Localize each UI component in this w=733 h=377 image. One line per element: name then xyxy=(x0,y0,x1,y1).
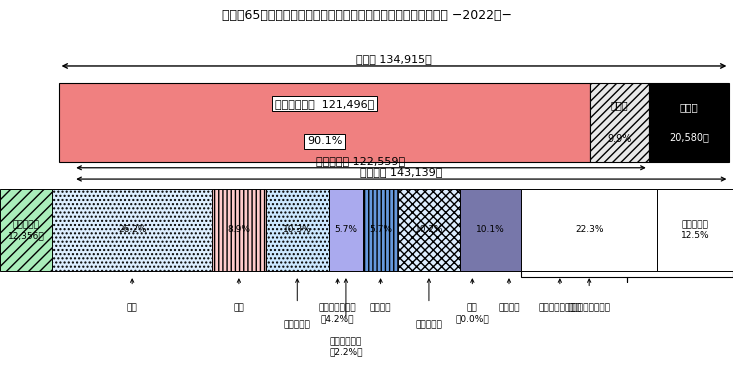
Text: 非消費支出
12,356円: 非消費支出 12,356円 xyxy=(8,220,45,240)
Text: 9.9%: 9.9% xyxy=(608,135,632,144)
Text: 実収入 134,915円: 実収入 134,915円 xyxy=(356,54,432,64)
Text: 家具・家事用品
（4.2%）: 家具・家事用品 （4.2%） xyxy=(319,303,356,323)
Text: その他: その他 xyxy=(611,101,628,110)
Bar xyxy=(212,188,266,271)
Text: その他の消費支出: その他の消費支出 xyxy=(538,303,581,313)
Text: 可処分所得 122,559円: 可処分所得 122,559円 xyxy=(317,156,405,166)
Bar xyxy=(53,188,212,271)
Text: 交通・通信: 交通・通信 xyxy=(416,320,443,329)
Text: 10.2%: 10.2% xyxy=(415,225,443,234)
Text: 食料: 食料 xyxy=(127,303,138,313)
Bar xyxy=(590,83,649,162)
Text: 20,580円: 20,580円 xyxy=(669,133,709,143)
Text: その他の消費支出: その他の消費支出 xyxy=(567,303,611,313)
Bar xyxy=(364,188,398,271)
Text: 住居: 住居 xyxy=(234,303,244,313)
Bar xyxy=(460,188,521,271)
Bar xyxy=(521,188,657,271)
Text: 社会保障給付  121,496円: 社会保障給付 121,496円 xyxy=(275,99,374,109)
Text: 5.7%: 5.7% xyxy=(369,225,392,234)
Text: 図２　65歳以上の単身無職世帯（高齢単身無職世帯）の家計収支 −2022年−: 図２ 65歳以上の単身無職世帯（高齢単身無職世帯）の家計収支 −2022年− xyxy=(221,9,512,22)
Text: 光熱・水道: 光熱・水道 xyxy=(284,320,311,329)
Bar xyxy=(649,83,729,162)
Text: 5.7%: 5.7% xyxy=(334,225,358,234)
Bar xyxy=(0,188,53,271)
Bar xyxy=(657,188,733,271)
Text: うち交際費
12.5%: うち交際費 12.5% xyxy=(681,220,710,240)
Text: 90.1%: 90.1% xyxy=(307,136,342,146)
Text: 被服及び履物
（2.2%）: 被服及び履物 （2.2%） xyxy=(329,337,363,357)
Text: 教養娯楽: 教養娯楽 xyxy=(498,303,520,313)
Bar xyxy=(398,188,460,271)
Bar xyxy=(59,83,590,162)
Text: 22.3%: 22.3% xyxy=(575,225,603,234)
Text: 不足分: 不足分 xyxy=(679,103,699,112)
Text: 8.9%: 8.9% xyxy=(227,225,251,234)
Text: 10.1%: 10.1% xyxy=(476,225,505,234)
Text: 26.2%: 26.2% xyxy=(118,225,147,234)
Bar xyxy=(328,188,364,271)
Text: 10.3%: 10.3% xyxy=(283,225,312,234)
Text: 保健医療: 保健医療 xyxy=(370,303,391,313)
Bar xyxy=(266,188,328,271)
Text: 消費支出 143,139円: 消費支出 143,139円 xyxy=(360,167,443,177)
Text: 教育
（0.0%）: 教育 （0.0%） xyxy=(455,303,489,323)
